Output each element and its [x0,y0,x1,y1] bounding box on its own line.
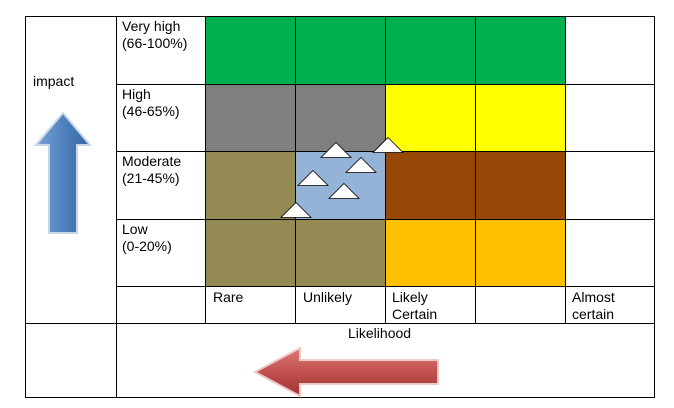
matrix-cell [565,16,655,84]
row-label-moderate: Moderate (21-45%) [122,153,182,186]
impact-axis-label: impact [33,73,75,89]
matrix-cell [295,151,385,219]
matrix-cell [295,84,385,151]
matrix-cell [205,219,295,287]
risk-marker-triangle [372,136,404,153]
col-label-unlikely: Unlikely [303,289,353,305]
likelihood-left-arrow [252,346,439,398]
risk-marker-triangle [320,141,352,158]
risk-marker-triangle [328,182,360,199]
matrix-cell [565,84,655,151]
matrix-cell [475,219,565,287]
matrix-cell [565,219,655,287]
matrix-cell [205,84,295,151]
matrix-cell [385,151,475,219]
matrix-cell [295,16,385,84]
matrix-cell [475,16,565,84]
matrix-cell [475,151,565,219]
col-label-rare: Rare [213,289,244,305]
matrix-cell [385,84,475,151]
row-label-low: Low (0-20%) [122,221,172,254]
col-label-almost-certain: Almost certain [572,289,615,322]
matrix-cell [205,151,295,219]
matrix-cell [565,151,655,219]
matrix-cell [295,219,385,287]
risk-marker-triangle [280,201,312,218]
matrix-cell [385,219,475,287]
row-label-very-high: Very high (66-100%) [122,18,188,51]
likelihood-axis-label: Likelihood [348,325,412,341]
row-label-high: High (46-65%) [122,86,180,119]
matrix-cell [385,16,475,84]
risk-marker-triangle [297,169,329,186]
impact-up-arrow [33,111,93,234]
matrix-cell [205,16,295,84]
col-label-likely-certain: Likely Certain [392,289,438,322]
matrix-cell [475,84,565,151]
risk-marker-triangle [345,156,377,173]
